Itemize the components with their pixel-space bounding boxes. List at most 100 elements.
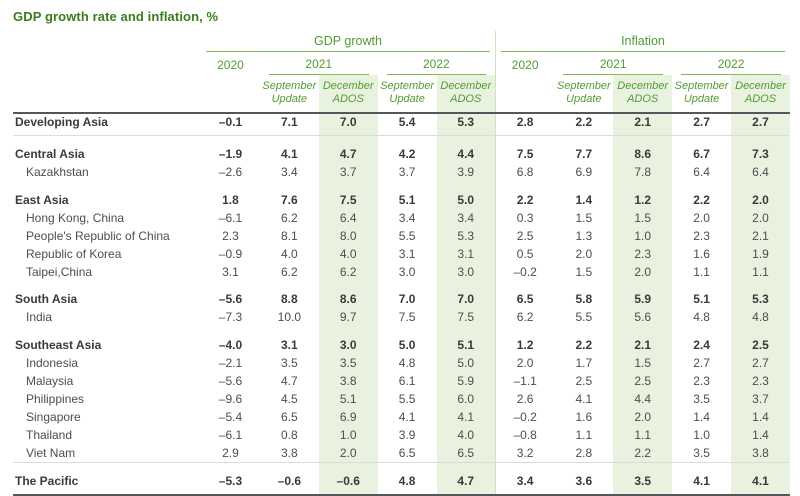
- inflation-value: 5.3: [731, 281, 790, 309]
- gdp-growth-value: 2.9: [222, 445, 239, 460]
- gdp-growth-value: –1.9: [218, 147, 243, 162]
- inflation-value: 1.5: [613, 209, 673, 228]
- gdp-growth-value: 4.4: [436, 135, 496, 164]
- gdp-growth-value: 7.0: [318, 112, 378, 137]
- table-row: Southeast Asia –4.0 3.1 3.0 5.0 5.1 1.2 2.2 2.1 2…: [13, 326, 790, 355]
- gdp-growth-value: –5.6: [218, 292, 243, 307]
- table-row: Hong Kong, China –6.1 6.2 6.4 3.4 3.4 0.3 1.5 1.…: [13, 209, 790, 228]
- inflation-value: 1.6: [575, 409, 593, 424]
- gdp-growth-value: 4.1: [398, 409, 416, 424]
- gdp-growth-value: 8.6: [318, 281, 378, 309]
- gdp-growth-value: 2.0: [318, 444, 378, 463]
- gdp-growth-value: 4.8: [398, 355, 416, 370]
- table-row: India –7.3 10.0 9.7 7.5 7.5 6.2 5.5 5.6 4.8 4.8: [13, 308, 790, 327]
- gdp-growth-value: 3.5: [318, 354, 378, 373]
- inflation-value: 5.8: [575, 292, 593, 307]
- gdp-growth-value: 3.5: [280, 355, 298, 370]
- inflation-2021-december-ados: December ADOS: [613, 75, 673, 114]
- label-col-header: [13, 31, 201, 52]
- gdp-growth-value: 4.5: [280, 391, 298, 406]
- inflation-value: 2.8: [494, 112, 555, 137]
- gdp-growth-value: 5.1: [398, 192, 416, 207]
- inflation-value: 4.1: [672, 462, 732, 496]
- inflation-value: –1.1: [494, 372, 555, 391]
- inflation-value: 6.4: [693, 165, 710, 180]
- gdp-growth-value: 7.1: [259, 112, 319, 137]
- inflation-value: 6.5: [494, 281, 555, 309]
- economy-label: Republic of Korea: [26, 246, 122, 261]
- inflation-value: 1.4: [693, 409, 710, 424]
- gdp-growth-value: 3.9: [436, 163, 496, 182]
- gdp-growth-value: 3.7: [318, 163, 378, 182]
- gdp-growth-value: 4.7: [280, 373, 298, 388]
- gdp-growth-value: 7.5: [436, 308, 496, 327]
- inflation-value: 2.2: [613, 444, 673, 463]
- inflation-value: 2.3: [693, 373, 710, 388]
- gdp-growth-value: 4.7: [318, 135, 378, 164]
- inflation-value: 2.7: [693, 355, 710, 370]
- gdp-growth-value: 3.4: [436, 209, 496, 228]
- inflation-value: 1.5: [575, 210, 593, 225]
- gdp-growth-value: 6.2: [280, 264, 298, 279]
- gdp-growth-value: 3.0: [318, 326, 378, 355]
- gdp-growth-value: 5.0: [436, 181, 496, 210]
- table-row: Thailand –6.1 0.8 1.0 3.9 4.0 –0.8 1.1 1.1 1.0 1.4: [13, 426, 790, 445]
- economy-label: Taipei,China: [26, 264, 93, 279]
- gdp-growth-value: 3.1: [222, 264, 239, 279]
- gdp-growth-value: –0.6: [318, 462, 378, 496]
- table-row: South Asia –5.6 8.8 8.6 7.0 7.0 6.5 5.8 5.9 5.1 5.…: [13, 281, 790, 309]
- gdp-2022-december-ados: December ADOS: [436, 75, 496, 114]
- inflation-2020-blank: [494, 75, 555, 114]
- gdp-growth-value: 4.0: [318, 245, 378, 264]
- economy-label: South Asia: [15, 292, 78, 307]
- table-row: Philippines –9.6 4.5 5.1 5.5 6.0 2.6 4.1 4.4 3.5 3…: [13, 390, 790, 409]
- gdp-growth-value: 8.1: [280, 228, 298, 243]
- table-row: East Asia 1.8 7.6 7.5 5.1 5.0 2.2 1.4 1.2 2.2 2.0: [13, 181, 790, 210]
- gdp-growth-value: 5.3: [436, 112, 496, 137]
- inflation-value: 2.2: [494, 181, 555, 210]
- inflation-value: 5.6: [613, 308, 673, 327]
- gdp-growth-value: 7.0: [436, 281, 496, 309]
- inflation-value: 2.5: [731, 326, 790, 355]
- inflation-value: 1.5: [575, 264, 593, 279]
- table-row: The Pacific –5.3 –0.6 –0.6 4.8 4.7 3.4 3.6 3.5 4.…: [13, 462, 790, 496]
- inflation-value: 1.3: [575, 228, 593, 243]
- inflation-value: 6.7: [693, 147, 710, 162]
- gdp-growth-value: 3.1: [280, 337, 298, 352]
- economy-label: Hong Kong, China: [26, 210, 125, 225]
- table-row: Republic of Korea –0.9 4.0 4.0 3.1 3.1 0.5 2.0 2…: [13, 245, 790, 264]
- gdp-growth-value: 6.0: [436, 390, 496, 409]
- table-row: Kazakhstan –2.6 3.4 3.7 3.7 3.9 6.8 6.9 7.8 6.4 6.…: [13, 163, 790, 182]
- inflation-value: 2.2: [693, 192, 710, 207]
- inflation-value: 2.0: [731, 181, 790, 210]
- gdp-growth-value: 7.0: [398, 292, 416, 307]
- gdp-growth-value: 3.0: [398, 264, 416, 279]
- gdp-growth-value: 4.0: [280, 246, 298, 261]
- inflation-value: 2.0: [613, 408, 673, 427]
- gdp-growth-value: 8.8: [280, 292, 298, 307]
- table-row: Malaysia –5.6 4.7 3.8 6.1 5.9 –1.1 2.5 2.5 2.3 2.3: [13, 372, 790, 391]
- inflation-value: 2.0: [731, 209, 790, 228]
- inflation-value: 4.1: [575, 391, 593, 406]
- gdp-growth-value: 5.3: [436, 227, 496, 246]
- gdp-2021-december-ados: December ADOS: [318, 75, 378, 114]
- inflation-value: 4.8: [693, 310, 710, 325]
- inflation-value: 1.1: [693, 264, 710, 279]
- gdp-growth-value: 3.0: [436, 263, 496, 282]
- table-row: People's Republic of China 2.3 8.1 8.0 5.5 5.…: [13, 227, 790, 246]
- gdp-growth-value: 1.0: [318, 426, 378, 445]
- inflation-value: 6.2: [494, 308, 555, 327]
- gdp-growth-value: –0.6: [259, 462, 319, 496]
- inflation-value: 1.4: [731, 408, 790, 427]
- inflation-value: –0.8: [494, 426, 555, 445]
- inflation-value: 2.3: [693, 228, 710, 243]
- economy-label: Singapore: [26, 409, 81, 424]
- economy-label: Developing Asia: [13, 112, 201, 137]
- table-row: Central Asia –1.9 4.1 4.7 4.2 4.4 7.5 7.7 8.6 6.7…: [13, 135, 790, 164]
- gdp-growth-value: 6.2: [280, 210, 298, 225]
- economy-label: Philippines: [26, 391, 85, 406]
- gdp-growth-value: –9.6: [218, 391, 243, 406]
- inflation-value: 1.4: [575, 192, 593, 207]
- gdp-growth-value: 3.8: [318, 372, 378, 391]
- inflation-value: 5.9: [613, 281, 673, 309]
